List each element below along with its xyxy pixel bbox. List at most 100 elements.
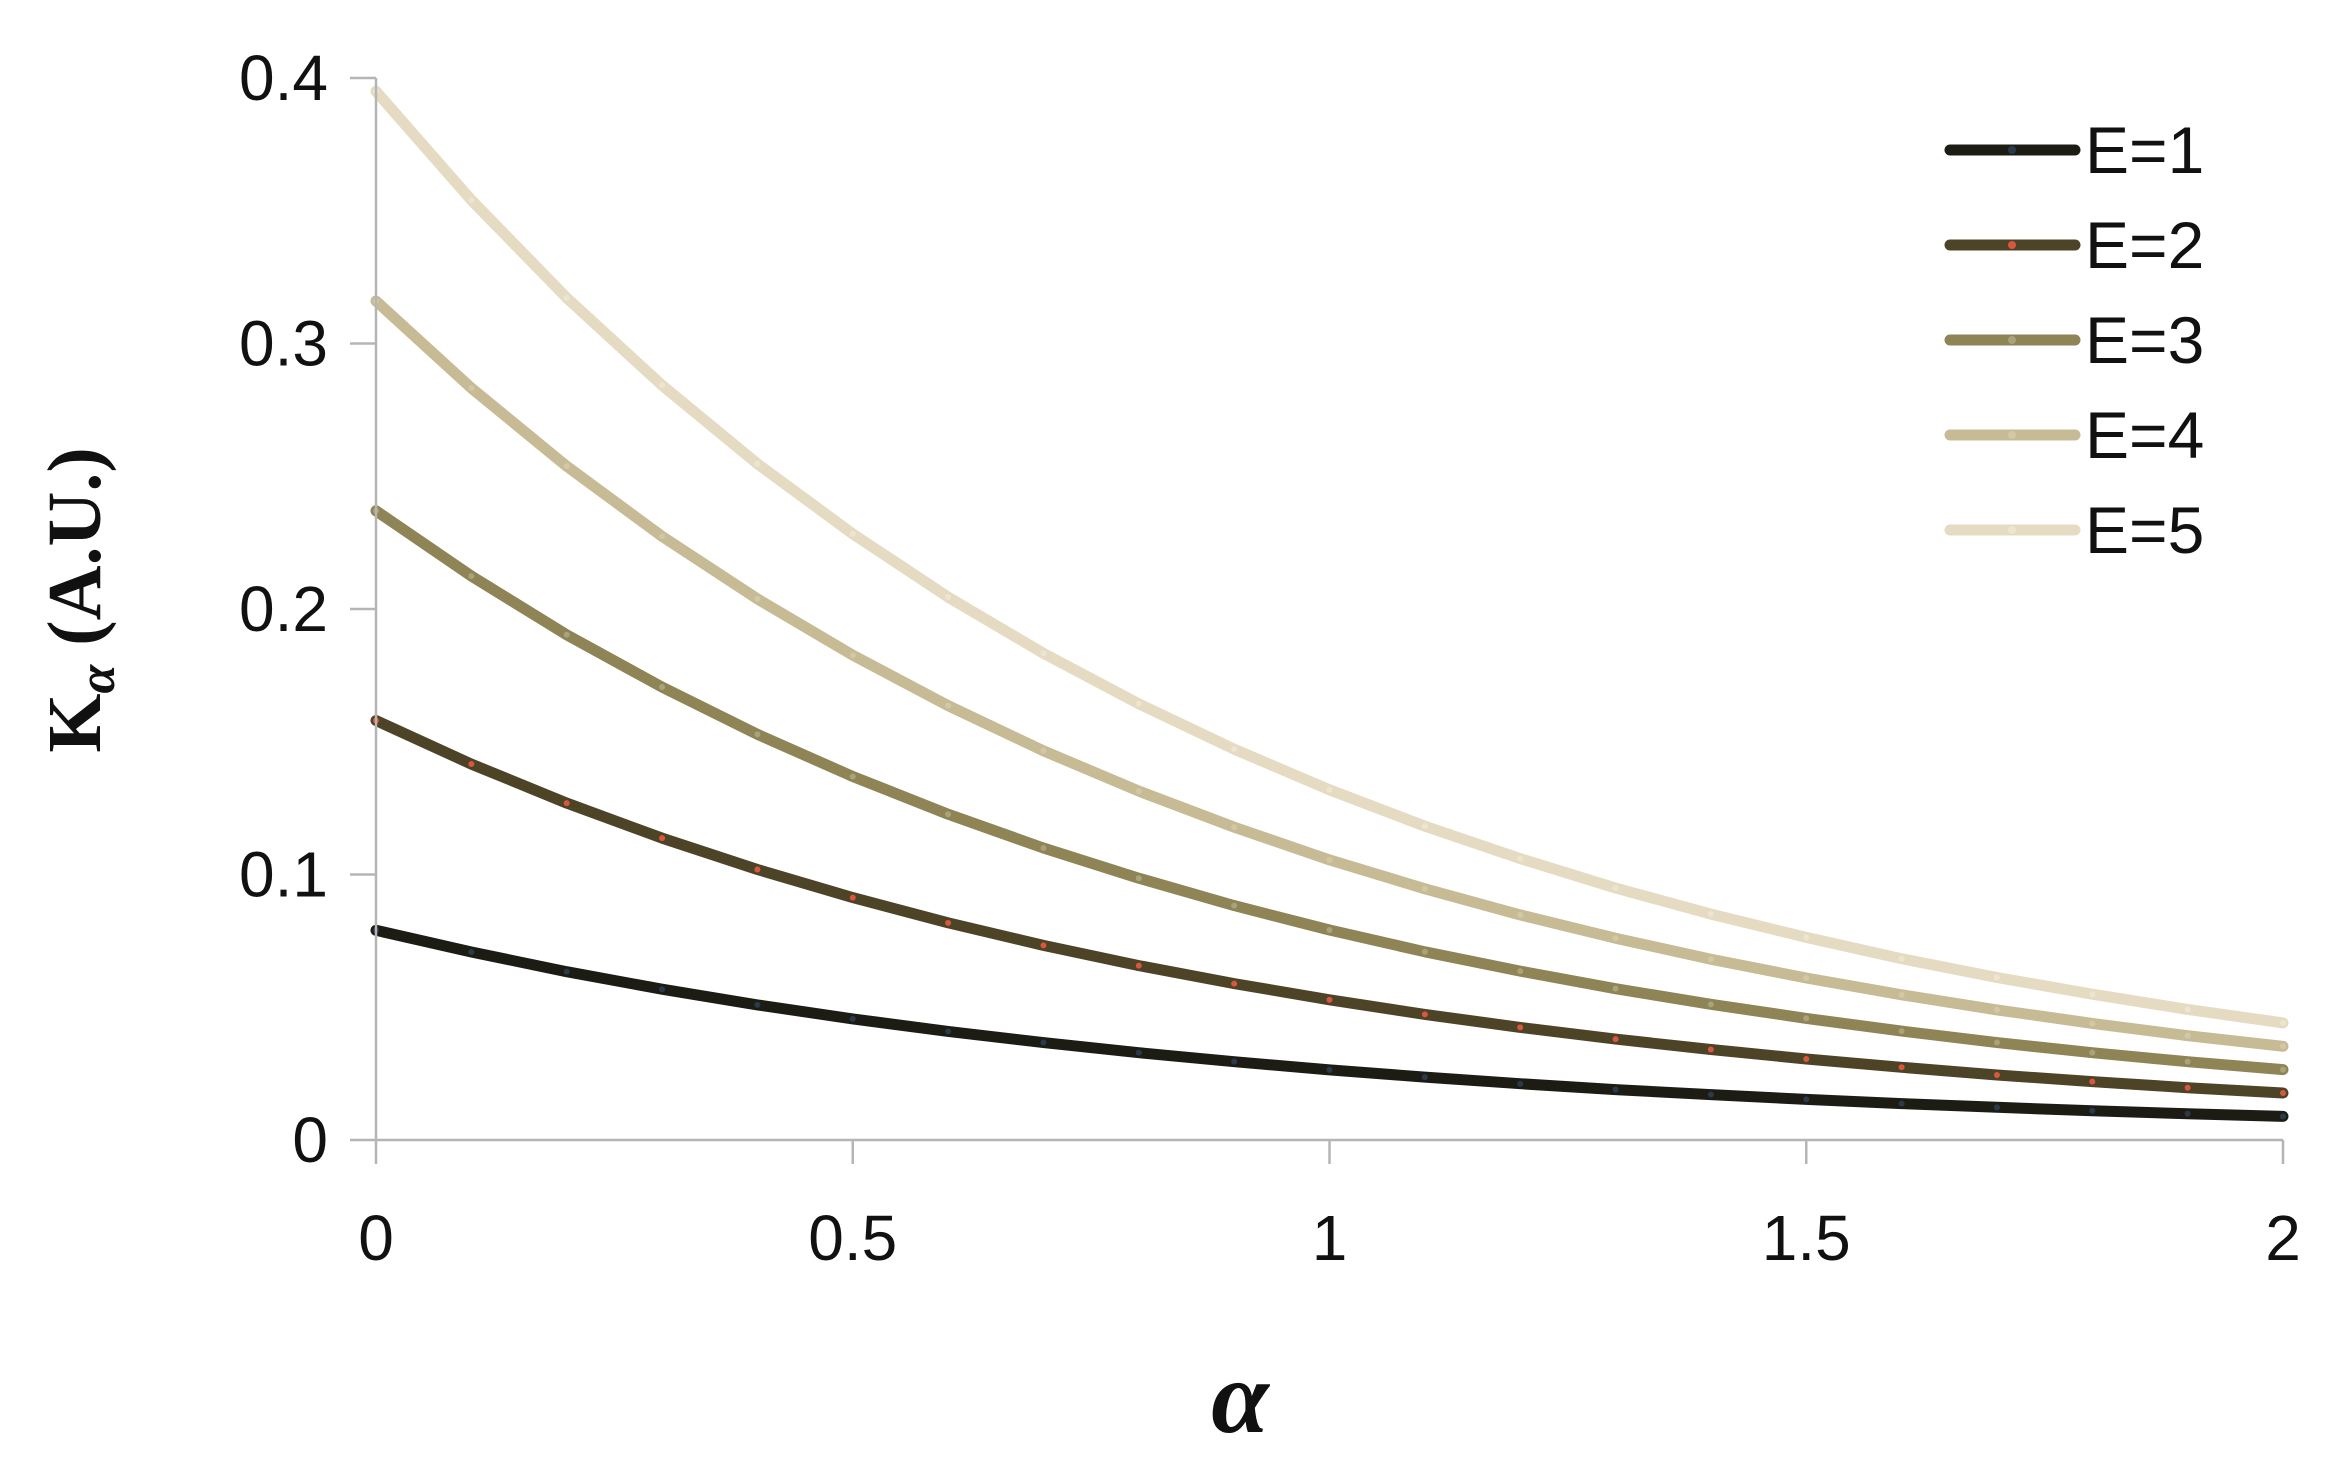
data-point — [945, 811, 952, 818]
data-point — [1517, 911, 1524, 918]
data-point — [468, 761, 475, 768]
y-tick-label: 0 — [292, 1104, 328, 1176]
data-point — [1326, 926, 1333, 933]
data-point — [1517, 968, 1524, 975]
data-point — [1421, 1011, 1428, 1018]
data-point — [2184, 1058, 2191, 1065]
data-point — [1231, 902, 1238, 909]
y-tick-label: 0.2 — [239, 573, 328, 645]
data-point — [659, 986, 666, 993]
data-point — [754, 731, 761, 738]
data-point — [1612, 935, 1619, 942]
legend-item-e3: E=3 — [1944, 303, 2204, 377]
data-point — [1421, 823, 1428, 830]
legend-label: E=5 — [2085, 493, 2204, 567]
data-point — [1612, 985, 1619, 992]
y-axis-title-unit: (A.U.) — [33, 447, 117, 664]
data-point — [1040, 650, 1047, 657]
data-point — [1612, 1086, 1619, 1093]
legend-marker — [2008, 241, 2016, 249]
data-point — [945, 702, 952, 709]
data-point — [849, 530, 856, 537]
data-point — [2280, 1019, 2286, 1026]
data-point — [945, 1028, 952, 1035]
series-line-e1 — [370, 924, 2289, 1122]
data-point — [2089, 1078, 2096, 1085]
series-e1 — [370, 924, 2289, 1122]
legend-label: E=3 — [2085, 303, 2204, 377]
data-point — [563, 631, 570, 638]
series-e2 — [370, 715, 2289, 1099]
legend-item-e4: E=4 — [1944, 398, 2204, 472]
data-point — [1135, 875, 1142, 882]
data-point — [945, 919, 952, 926]
data-point — [2089, 1049, 2096, 1056]
data-point — [1326, 856, 1333, 863]
series-markers-e1 — [373, 927, 2286, 1120]
series-markers-e3 — [373, 507, 2286, 1073]
data-point — [1707, 1046, 1714, 1053]
data-point — [1898, 1100, 1905, 1107]
data-point — [659, 684, 666, 691]
data-point — [1993, 1071, 2000, 1078]
data-point — [468, 949, 475, 956]
series-markers-e2 — [373, 717, 2286, 1097]
data-point — [849, 773, 856, 780]
data-point — [754, 595, 761, 602]
series-markers-e4 — [373, 298, 2286, 1050]
data-point — [2184, 1110, 2191, 1117]
data-point — [1040, 747, 1047, 754]
y-ticks: 0 0.1 0.2 0.3 0.4 — [239, 42, 376, 1176]
data-point — [849, 1015, 856, 1022]
series-e3 — [370, 505, 2289, 1076]
data-point — [1993, 1039, 2000, 1046]
data-point — [1040, 844, 1047, 851]
legend-item-e5: E=5 — [1944, 493, 2204, 567]
data-point — [1707, 1091, 1714, 1098]
data-point — [1231, 824, 1238, 831]
svg-text:Kα (A.U.): Kα (A.U.) — [33, 447, 126, 752]
y-axis-title-subscript: α — [69, 664, 126, 694]
series-line-e5 — [370, 85, 2289, 1029]
data-point — [1898, 1028, 1905, 1035]
data-point — [754, 1001, 761, 1008]
data-point — [1707, 1001, 1714, 1008]
plot-area: 0 0.1 0.2 0.3 0.4 0 0.5 1 1.5 2 — [239, 42, 2301, 1274]
data-point — [1993, 1104, 2000, 1111]
legend-marker — [2008, 336, 2016, 344]
y-axis-title: Kα (A.U.) — [33, 447, 126, 752]
data-point — [849, 652, 856, 659]
data-point — [1326, 1066, 1333, 1073]
legend-label: E=4 — [2085, 398, 2204, 472]
data-point — [1135, 962, 1142, 969]
legend-label: E=2 — [2085, 208, 2204, 282]
data-point — [1040, 942, 1047, 949]
data-point — [563, 463, 570, 470]
y-tick-label: 0.1 — [239, 839, 328, 911]
series-layer — [370, 85, 2289, 1122]
data-point — [1517, 1024, 1524, 1031]
data-point — [1707, 956, 1714, 963]
data-point — [468, 385, 475, 392]
data-point — [1326, 996, 1333, 1003]
data-point — [1231, 1058, 1238, 1065]
legend-label: E=1 — [2085, 113, 2204, 187]
data-point — [1898, 955, 1905, 962]
data-point — [2184, 1084, 2191, 1091]
data-point — [1993, 974, 2000, 981]
legend-item-e1: E=1 — [1944, 113, 2204, 187]
legend-item-e2: E=2 — [1944, 208, 2204, 282]
data-point — [1135, 1049, 1142, 1056]
data-point — [1803, 1056, 1810, 1063]
data-point — [1421, 1074, 1428, 1081]
data-point — [1231, 980, 1238, 987]
x-tick-label: 2 — [2265, 1202, 2301, 1274]
data-point — [1517, 855, 1524, 862]
data-point — [563, 800, 570, 807]
data-point — [2184, 1032, 2191, 1039]
legend-marker — [2008, 146, 2016, 154]
data-point — [1993, 1006, 2000, 1013]
data-point — [1231, 746, 1238, 753]
data-point — [2089, 1020, 2096, 1027]
